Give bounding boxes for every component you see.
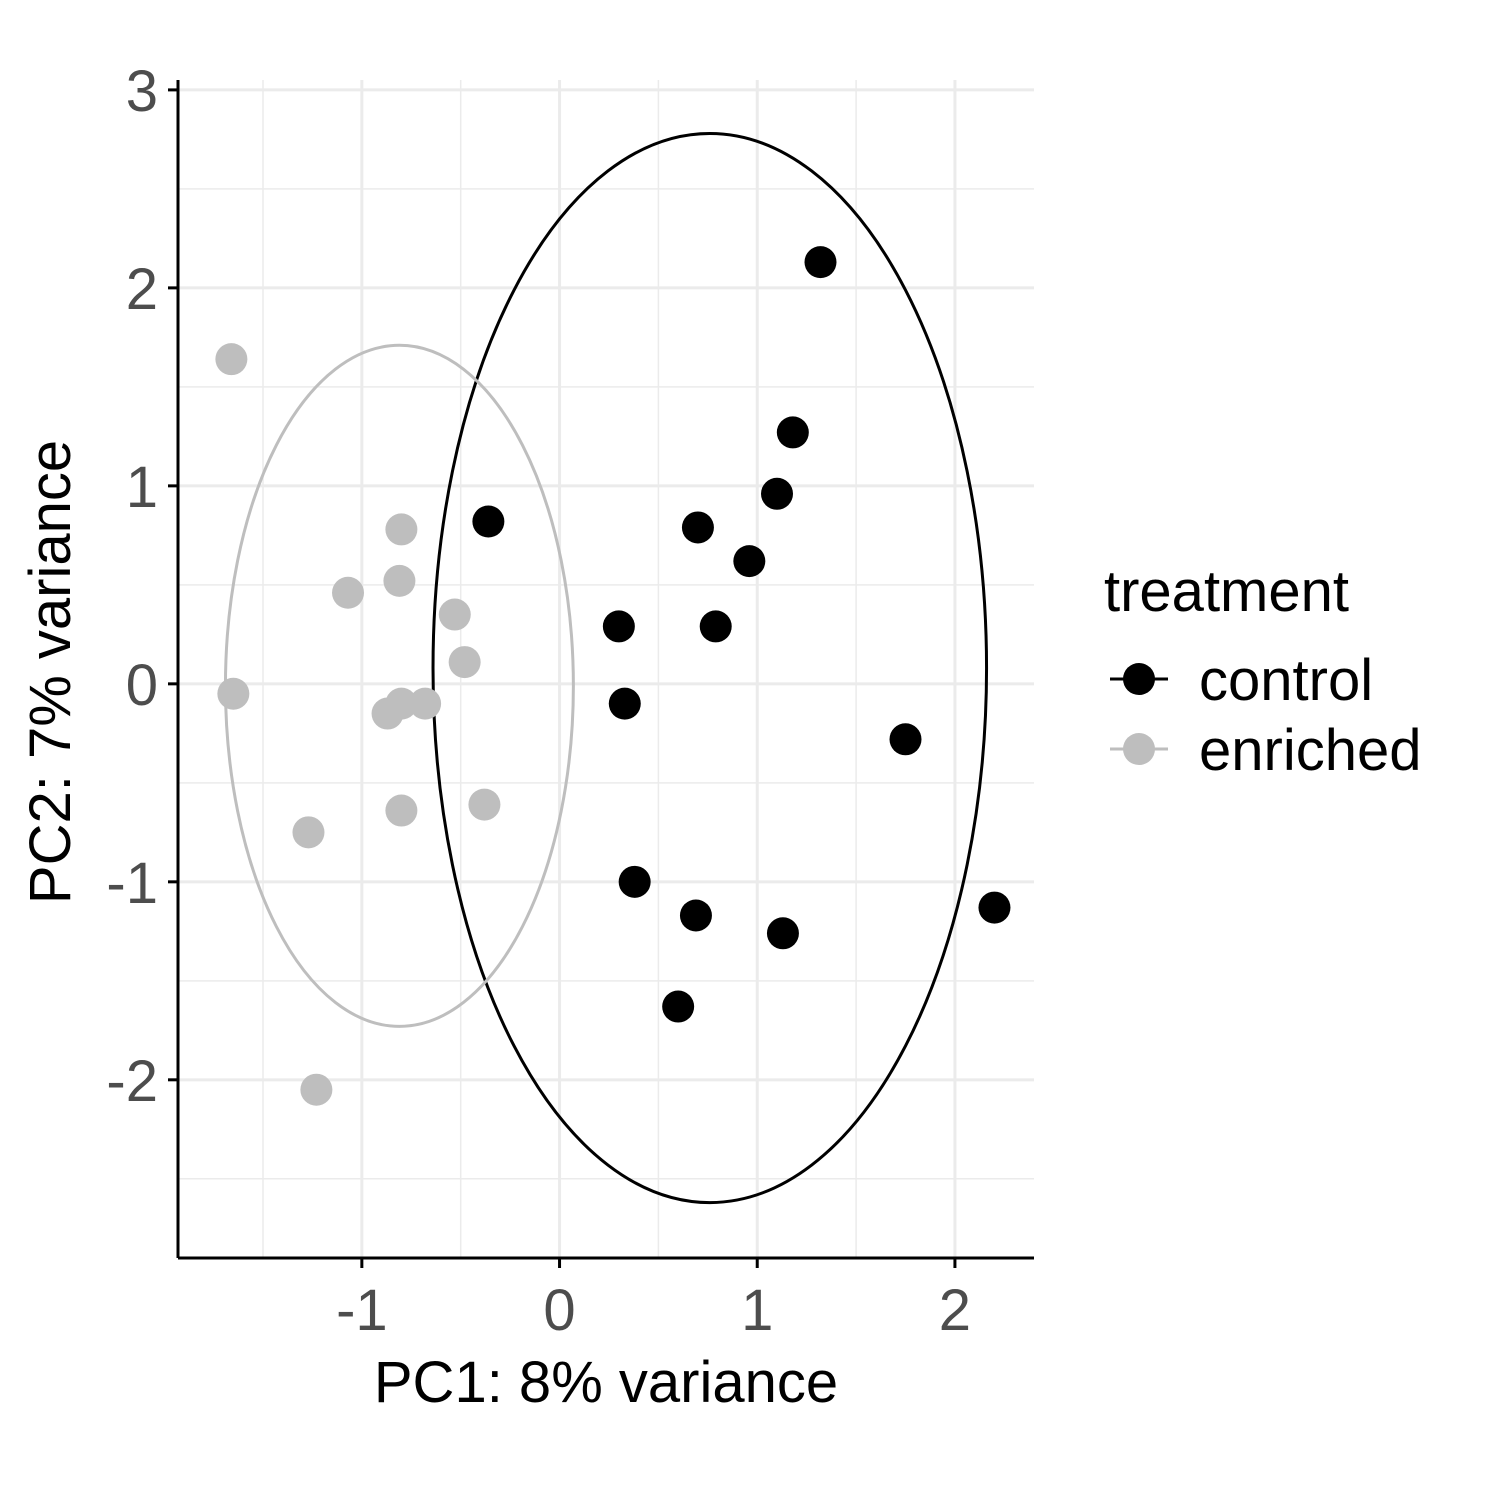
point-enriched — [438, 598, 471, 631]
axes: -1 0 1 2 -2 -1 0 1 2 3 — [106, 59, 1034, 1343]
point-control — [608, 687, 641, 720]
point-enriched — [385, 794, 418, 827]
point-enriched — [385, 687, 418, 720]
point-control — [761, 477, 794, 510]
y-tick-label: -1 — [106, 851, 158, 916]
legend-label-enriched: enriched — [1199, 718, 1421, 783]
y-tick-label: 2 — [126, 257, 158, 322]
x-axis-title: PC1: 8% variance — [374, 1350, 838, 1415]
legend-key-point-control — [1123, 663, 1155, 695]
confidence-ellipses — [223, 131, 989, 1205]
x-tick-label: -1 — [336, 1278, 388, 1343]
point-enriched — [385, 513, 418, 546]
point-enriched — [300, 1073, 333, 1106]
x-tick-label: 1 — [741, 1278, 773, 1343]
point-control — [618, 865, 651, 898]
ellipse-enriched — [223, 343, 575, 1028]
point-enriched — [448, 646, 481, 679]
point-control — [766, 917, 799, 950]
point-control — [776, 416, 809, 449]
y-axis-title: PC2: 7% variance — [18, 440, 83, 904]
point-control — [681, 511, 714, 544]
y-tick-label: -2 — [106, 1049, 158, 1114]
grid — [178, 80, 1034, 1258]
point-control — [662, 990, 695, 1023]
legend-key-point-enriched — [1123, 733, 1155, 765]
data-points — [215, 246, 1011, 1106]
point-enriched — [468, 788, 501, 821]
y-tick-label: 0 — [126, 653, 158, 718]
legend-label-control: control — [1199, 648, 1373, 713]
point-control — [804, 246, 837, 279]
point-enriched — [292, 816, 325, 849]
point-enriched — [217, 677, 250, 710]
point-control — [733, 545, 766, 578]
point-control — [978, 891, 1011, 924]
point-control — [889, 723, 922, 756]
x-tick-label: 0 — [543, 1278, 575, 1343]
ellipse-control — [431, 131, 989, 1205]
point-control — [679, 899, 712, 932]
point-enriched — [409, 687, 442, 720]
y-tick-label: 1 — [126, 455, 158, 520]
y-tick-label: 3 — [126, 59, 158, 124]
point-enriched — [332, 576, 365, 609]
x-tick-label: 2 — [939, 1278, 971, 1343]
point-control — [602, 610, 635, 643]
point-control — [699, 610, 732, 643]
point-control — [472, 505, 505, 538]
point-enriched — [215, 343, 248, 376]
legend-title: treatment — [1104, 559, 1349, 624]
point-enriched — [383, 564, 416, 597]
